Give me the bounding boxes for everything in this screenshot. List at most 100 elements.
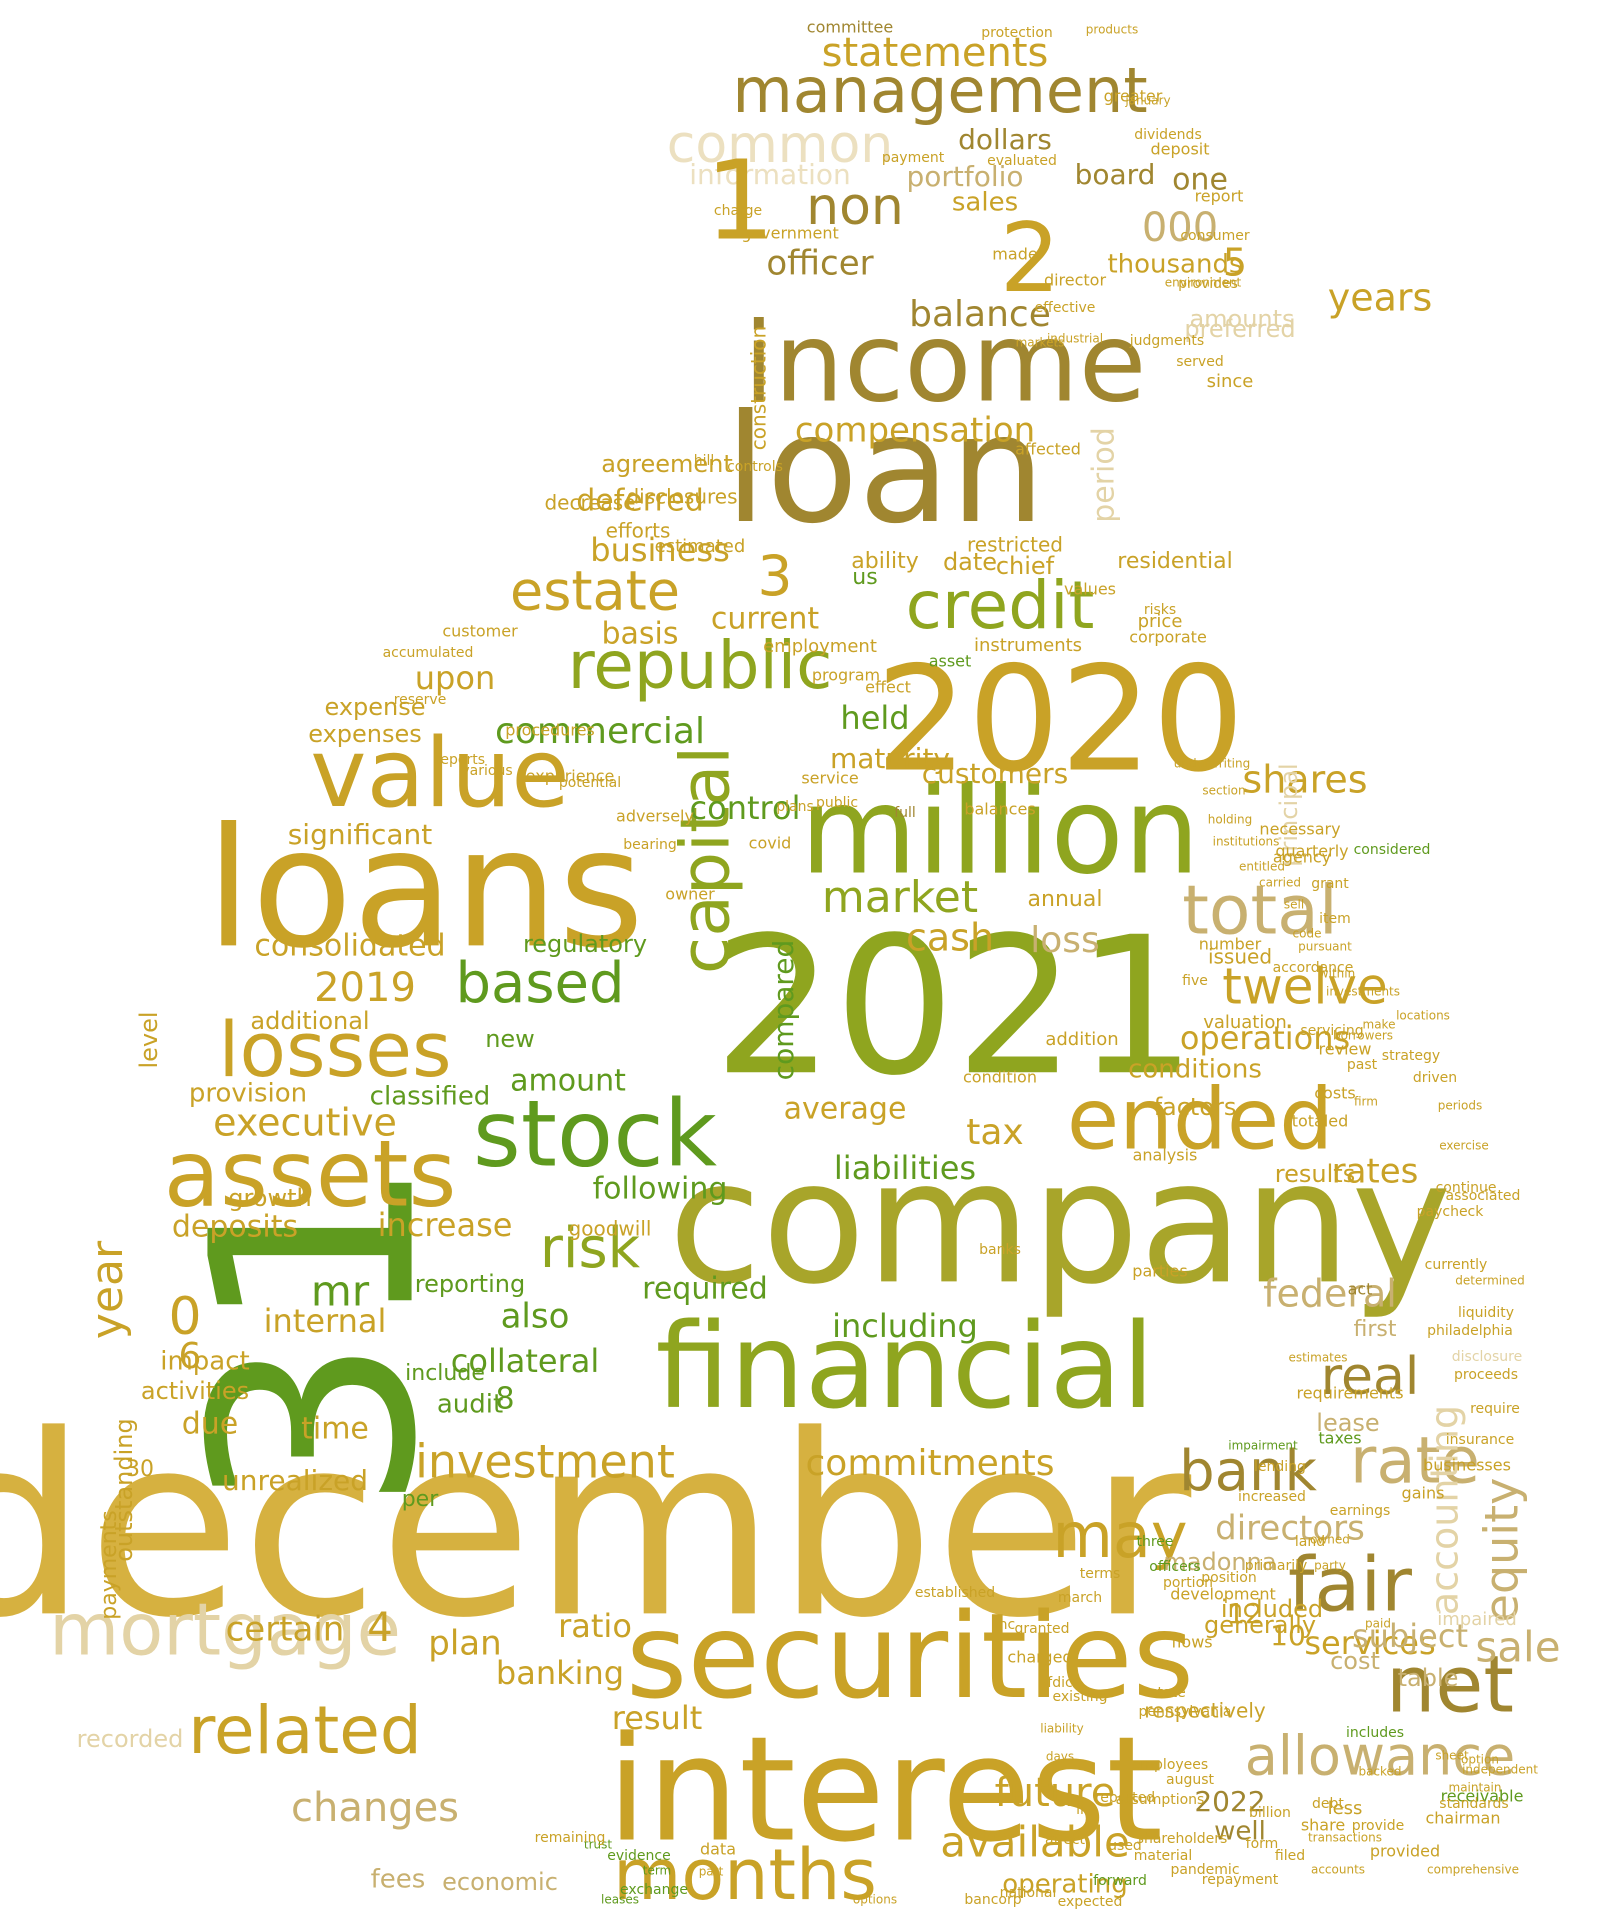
cloud-word: federal [1263, 1272, 1397, 1316]
cloud-word: servicing [1300, 1023, 1363, 1039]
cloud-word: bearing [623, 837, 676, 853]
cloud-word: regulatory [523, 930, 647, 958]
cloud-word: increase [378, 1206, 513, 1244]
cloud-word: audit [437, 1390, 503, 1420]
cloud-word: loans [206, 792, 644, 984]
cloud-word: forward [1093, 1873, 1147, 1889]
cloud-word: flows [1171, 1633, 1212, 1652]
cloud-word: investments [1326, 985, 1400, 999]
cloud-word: mortgage [49, 1588, 401, 1672]
cloud-word: pennsylvania [1139, 1704, 1232, 1720]
cloud-word: preferred [1184, 315, 1295, 343]
cloud-word: protection [981, 25, 1053, 41]
cloud-word: equity [1475, 1478, 1529, 1623]
cloud-word: included [1221, 1595, 1323, 1623]
cloud-word: board [1075, 158, 1156, 191]
cloud-word: million [800, 763, 1200, 902]
cloud-word: owned [1310, 1533, 1350, 1547]
cloud-word: loss [1030, 920, 1100, 961]
cloud-word: 2020 [875, 636, 1244, 805]
cloud-word: level [135, 1011, 163, 1068]
cloud-word: option [1461, 1753, 1499, 1767]
cloud-word: inc [995, 1617, 1015, 1633]
cloud-word: maintain [1449, 1781, 1502, 1795]
cloud-word: receivable [1441, 1787, 1524, 1806]
cloud-word: 1 [705, 136, 775, 264]
cloud-word: asset [929, 652, 972, 671]
cloud-word: net [1386, 1640, 1514, 1730]
cloud-word: greater [1104, 87, 1163, 106]
cloud-word: executive [213, 1101, 397, 1145]
cloud-word: sale [1475, 1623, 1560, 1672]
cloud-word: effective [1035, 300, 1096, 316]
cloud-word: businesses [1423, 1456, 1511, 1475]
cloud-word: within [1319, 967, 1355, 981]
cloud-word: new [485, 1025, 535, 1053]
cloud-word: january [1124, 94, 1170, 108]
cloud-word: costs [1314, 1084, 1356, 1103]
cloud-word: assets [164, 1120, 457, 1227]
cloud-word: securities [626, 1587, 1194, 1725]
cloud-word: ii [1076, 1802, 1084, 1818]
cloud-word: currently [1425, 1257, 1488, 1273]
cloud-word: years [1328, 276, 1433, 320]
cloud-word: compared [767, 940, 800, 1081]
cloud-word: time [301, 1412, 369, 1447]
cloud-word: unrealized [222, 1464, 368, 1497]
cloud-word: sell [1284, 898, 1304, 912]
cloud-word: plans [776, 799, 814, 815]
cloud-word: increased [1238, 1489, 1306, 1505]
cloud-word: transactions [1308, 1831, 1382, 1845]
cloud-word: efforts [606, 519, 671, 543]
cloud-word: cash [906, 916, 994, 960]
cloud-word: outstanding [110, 1418, 138, 1561]
cloud-word: section [1202, 784, 1245, 798]
cloud-word: credit [906, 567, 1095, 644]
cloud-word: insurance [1446, 1432, 1514, 1448]
cloud-word: maturity [830, 742, 950, 775]
cloud-word: basis [601, 617, 678, 652]
cloud-word: ability [851, 549, 918, 574]
cloud-word: estimates [1288, 1351, 1347, 1365]
cloud-word: well [1214, 1817, 1266, 1847]
cloud-word: losses [218, 1005, 451, 1094]
cloud-word: future [995, 1770, 1116, 1816]
cloud-word: balances [964, 800, 1035, 819]
cloud-word: twelve [1222, 958, 1388, 1016]
cloud-word: liability [1040, 1722, 1083, 1736]
cloud-word: operating [1002, 1870, 1127, 1900]
cloud-word: backed [1358, 1765, 1401, 1779]
cloud-word: parties [1132, 1262, 1187, 1281]
cloud-word: shareholders [1137, 1831, 1228, 1847]
cloud-word: past [1347, 1057, 1378, 1073]
cloud-word: annual [1028, 887, 1103, 912]
cloud-word: data [700, 1840, 736, 1859]
cloud-word: proceeds [1454, 1367, 1518, 1383]
cloud-word: adversely [616, 807, 694, 826]
cloud-word: totaled [1292, 1112, 1349, 1131]
cloud-word: market [822, 872, 978, 923]
cloud-word: banking [496, 1654, 624, 1692]
cloud-word: options [853, 1893, 897, 1907]
cloud-word: land [1295, 1534, 1325, 1550]
cloud-word: information [689, 158, 851, 191]
cloud-word: primarily [1245, 1558, 1308, 1574]
cloud-word: allowance [1245, 1725, 1516, 1788]
cloud-word: goodwill [569, 1217, 652, 1241]
cloud-word: grant [1311, 876, 1349, 892]
cloud-word: position [1201, 1570, 1256, 1586]
cloud-word: 4 [367, 1605, 392, 1651]
cloud-word: generally [1204, 1611, 1316, 1639]
cloud-word: days [1046, 1750, 1074, 1764]
cloud-word: provided [1370, 1842, 1440, 1861]
cloud-word: disclosure [1452, 1349, 1522, 1365]
cloud-word: consumer [1180, 228, 1250, 244]
cloud-word: values [1064, 580, 1116, 599]
cloud-word: control [690, 789, 801, 827]
cloud-word: valuation [1203, 1012, 1287, 1033]
cloud-word: exchange [620, 1882, 688, 1898]
cloud-word: reserve [394, 692, 447, 708]
cloud-word: results [1275, 1160, 1355, 1188]
cloud-word: impaired [1437, 1609, 1517, 1630]
cloud-word: table [1398, 1664, 1459, 1692]
